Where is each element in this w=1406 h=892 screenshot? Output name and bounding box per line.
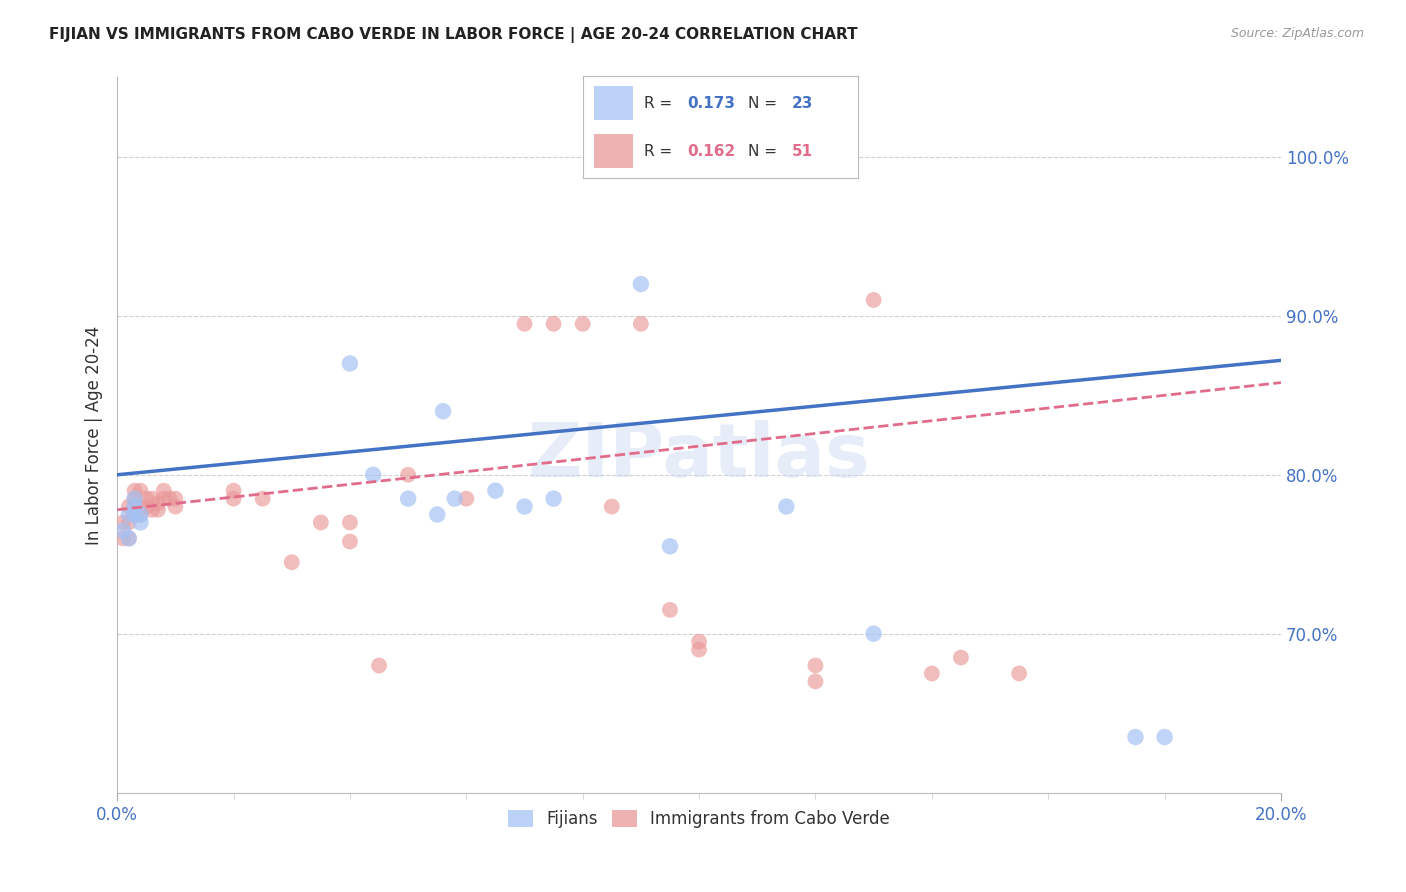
Fijians	[129, 516, 152, 530]
Immigrants from Cabo Verde	[222, 491, 245, 506]
Fijians	[543, 491, 565, 506]
Immigrants from Cabo Verde	[124, 500, 146, 514]
Fijians	[432, 404, 454, 418]
Immigrants from Cabo Verde	[111, 516, 134, 530]
Fijians	[124, 491, 146, 506]
Immigrants from Cabo Verde	[513, 317, 536, 331]
Immigrants from Cabo Verde	[124, 491, 146, 506]
Immigrants from Cabo Verde	[118, 500, 141, 514]
Immigrants from Cabo Verde	[921, 666, 943, 681]
Y-axis label: In Labor Force | Age 20-24: In Labor Force | Age 20-24	[86, 326, 103, 545]
Immigrants from Cabo Verde	[129, 483, 152, 498]
Text: 0.162: 0.162	[688, 144, 735, 159]
Immigrants from Cabo Verde	[118, 532, 141, 546]
Text: R =: R =	[644, 95, 676, 111]
Fijians	[361, 467, 384, 482]
Immigrants from Cabo Verde	[368, 658, 391, 673]
Fijians	[124, 508, 146, 522]
Fijians	[443, 491, 465, 506]
Immigrants from Cabo Verde	[309, 516, 332, 530]
Immigrants from Cabo Verde	[339, 534, 361, 549]
Immigrants from Cabo Verde	[659, 603, 682, 617]
Fijians	[513, 500, 536, 514]
Fijians	[1125, 730, 1147, 744]
Text: ZIPatlas: ZIPatlas	[527, 420, 870, 493]
Immigrants from Cabo Verde	[630, 317, 652, 331]
Immigrants from Cabo Verde	[339, 516, 361, 530]
Immigrants from Cabo Verde	[129, 500, 152, 514]
Immigrants from Cabo Verde	[152, 491, 174, 506]
Immigrants from Cabo Verde	[688, 642, 710, 657]
Immigrants from Cabo Verde	[396, 467, 419, 482]
Immigrants from Cabo Verde	[118, 516, 141, 530]
Immigrants from Cabo Verde	[688, 634, 710, 648]
Text: 51: 51	[792, 144, 813, 159]
Fijians	[111, 524, 134, 538]
Legend: Fijians, Immigrants from Cabo Verde: Fijians, Immigrants from Cabo Verde	[502, 803, 897, 834]
Immigrants from Cabo Verde	[571, 317, 593, 331]
Immigrants from Cabo Verde	[111, 532, 134, 546]
Immigrants from Cabo Verde	[135, 500, 157, 514]
Immigrants from Cabo Verde	[146, 502, 169, 516]
Fijians	[862, 626, 884, 640]
Fijians	[396, 491, 419, 506]
Fijians	[339, 357, 361, 371]
Fijians	[775, 500, 797, 514]
Immigrants from Cabo Verde	[165, 491, 187, 506]
Fijians	[1153, 730, 1175, 744]
Immigrants from Cabo Verde	[252, 491, 274, 506]
Fijians	[659, 539, 682, 553]
Text: FIJIAN VS IMMIGRANTS FROM CABO VERDE IN LABOR FORCE | AGE 20-24 CORRELATION CHAR: FIJIAN VS IMMIGRANTS FROM CABO VERDE IN …	[49, 27, 858, 43]
Immigrants from Cabo Verde	[135, 491, 157, 506]
Immigrants from Cabo Verde	[804, 658, 827, 673]
Fijians	[426, 508, 449, 522]
Fijians	[484, 483, 506, 498]
Text: 0.173: 0.173	[688, 95, 735, 111]
Immigrants from Cabo Verde	[543, 317, 565, 331]
Immigrants from Cabo Verde	[165, 500, 187, 514]
Immigrants from Cabo Verde	[600, 500, 623, 514]
Bar	[595, 135, 633, 168]
Immigrants from Cabo Verde	[281, 555, 304, 569]
Bar	[595, 87, 633, 120]
Text: 23: 23	[792, 95, 813, 111]
Immigrants from Cabo Verde	[222, 483, 245, 498]
Fijians	[118, 532, 141, 546]
Immigrants from Cabo Verde	[159, 491, 181, 506]
Immigrants from Cabo Verde	[1008, 666, 1031, 681]
Immigrants from Cabo Verde	[141, 491, 163, 506]
Immigrants from Cabo Verde	[146, 496, 169, 510]
Immigrants from Cabo Verde	[124, 508, 146, 522]
Fijians	[124, 500, 146, 514]
Immigrants from Cabo Verde	[124, 483, 146, 498]
Fijians	[630, 277, 652, 291]
Immigrants from Cabo Verde	[862, 293, 884, 307]
Text: N =: N =	[748, 144, 782, 159]
Immigrants from Cabo Verde	[141, 502, 163, 516]
Immigrants from Cabo Verde	[129, 508, 152, 522]
Fijians	[129, 508, 152, 522]
Text: R =: R =	[644, 144, 676, 159]
Immigrants from Cabo Verde	[804, 674, 827, 689]
Text: Source: ZipAtlas.com: Source: ZipAtlas.com	[1230, 27, 1364, 40]
Immigrants from Cabo Verde	[152, 483, 174, 498]
Immigrants from Cabo Verde	[456, 491, 478, 506]
Text: N =: N =	[748, 95, 782, 111]
Fijians	[118, 508, 141, 522]
Immigrants from Cabo Verde	[949, 650, 972, 665]
